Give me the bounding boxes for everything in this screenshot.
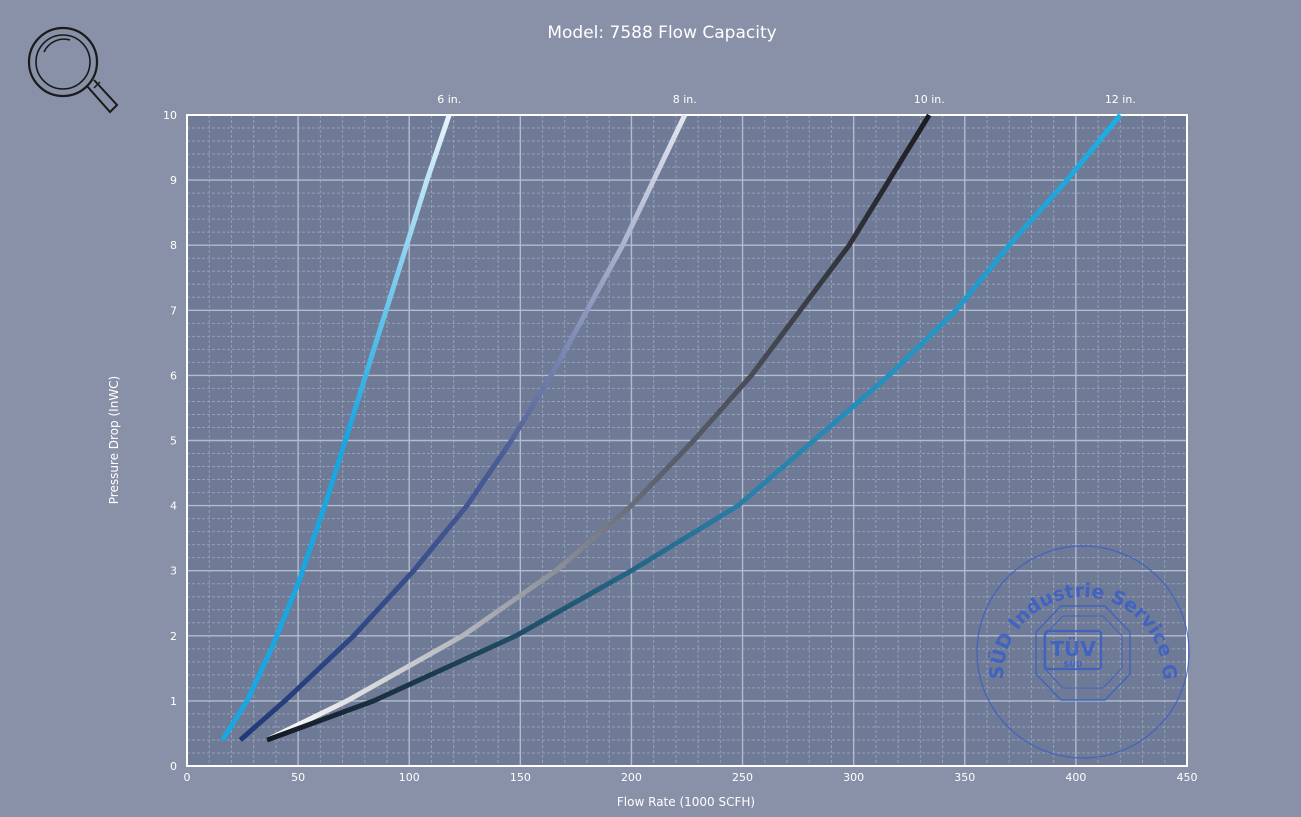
x-tick-label: 150 [510, 771, 531, 784]
magnifier-icon[interactable] [27, 26, 119, 114]
chart-title: Model: 7588 Flow Capacity [547, 23, 776, 43]
x-tick-label: 250 [732, 771, 753, 784]
x-tick-label: 450 [1177, 771, 1198, 784]
x-tick-label: 350 [954, 771, 975, 784]
series-line [238, 113, 688, 742]
series-line [265, 113, 932, 743]
stamp-logo-bottom: SÜD [1064, 659, 1083, 669]
y-tick-label: 9 [170, 174, 177, 187]
y-axis-ticks: 0 1 2 3 4 5 6 7 8 9 10 [163, 109, 177, 773]
stamp-logo-top: TÜV [1050, 637, 1096, 661]
x-tick-label: 100 [399, 771, 420, 784]
y-tick-label: 10 [163, 109, 177, 122]
y-axis-label: Pressure Drop (InWC) [107, 376, 121, 505]
y-tick-label: 6 [170, 369, 177, 382]
series-label: 8 in. [673, 93, 697, 106]
series-line [220, 114, 452, 742]
series-label: 12 in. [1105, 93, 1136, 106]
series-labels: 6 in. 8 in. 10 in. 12 in. [437, 93, 1136, 106]
x-tick-label: 50 [291, 771, 305, 784]
y-tick-label: 7 [170, 304, 177, 317]
y-tick-label: 8 [170, 239, 177, 252]
y-tick-label: 3 [170, 565, 177, 578]
x-tick-label: 200 [621, 771, 642, 784]
x-axis-ticks: 0 50 100 150 200 250 300 350 400 450 [184, 771, 1198, 784]
x-tick-label: 300 [843, 771, 864, 784]
x-tick-label: 400 [1065, 771, 1086, 784]
y-tick-label: 5 [170, 435, 177, 448]
series-lines [220, 113, 1123, 743]
series-label: 10 in. [914, 93, 945, 106]
series-line [266, 113, 1123, 743]
series-label: 6 in. [437, 93, 461, 106]
major-grid [187, 115, 1187, 766]
y-tick-label: 1 [170, 695, 177, 708]
y-tick-label: 2 [170, 630, 177, 643]
y-tick-label: 0 [170, 760, 177, 773]
x-tick-label: 0 [184, 771, 191, 784]
x-axis-label: Flow Rate (1000 SCFH) [617, 795, 755, 809]
plot-frame [186, 114, 1188, 767]
y-tick-label: 4 [170, 500, 177, 513]
